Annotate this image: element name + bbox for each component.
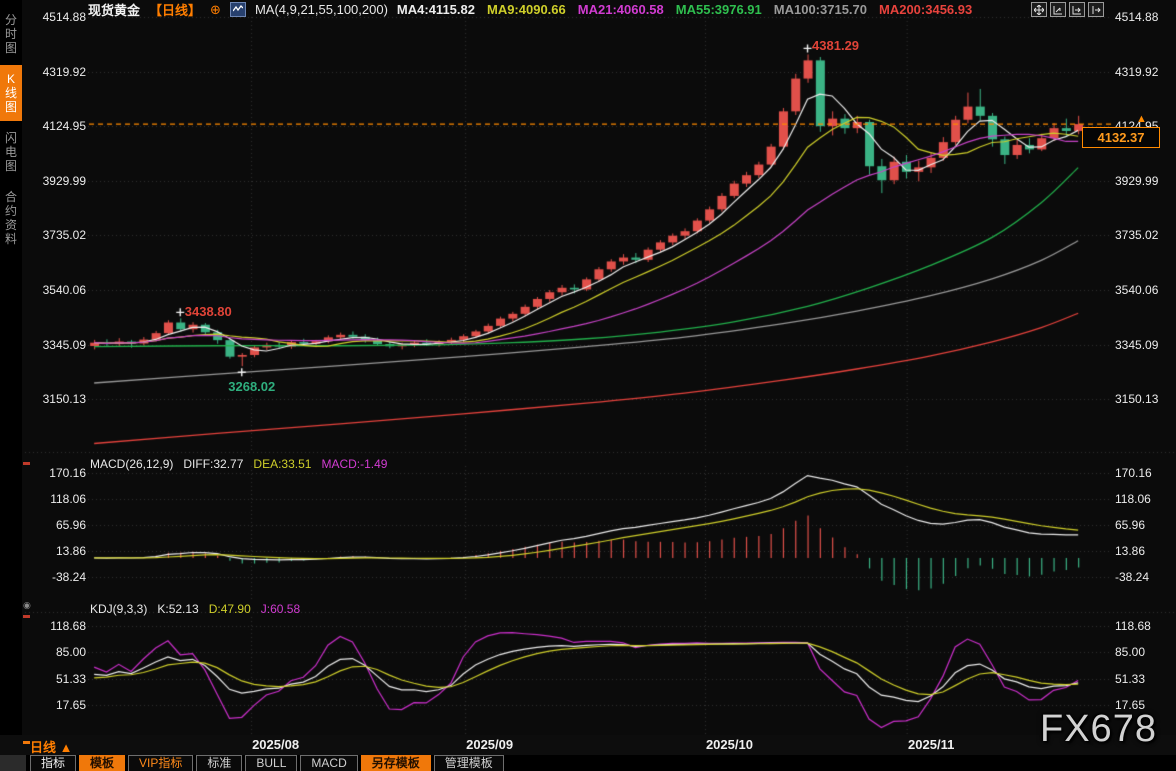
axis-tick-label: 4319.92 [1115, 64, 1159, 79]
axis-tick-label: 3735.02 [42, 228, 86, 243]
axis-tick-label: 118.06 [50, 492, 86, 506]
peak-price-annotation: 4381.29 [812, 38, 860, 54]
watermark: FX678 [1040, 708, 1157, 750]
axis-tick-label: 4319.92 [42, 64, 86, 79]
tab-标准[interactable]: 标准 [196, 754, 243, 771]
axis-tick-label: 65.96 [1115, 518, 1146, 532]
kdj-pane-icon[interactable]: ◉ [23, 600, 31, 610]
ma-values: MA4:4115.82 MA9:4090.66 MA21:4060.58 MA55:3… [397, 2, 972, 17]
chart-header: 现货黄金 【日线】 ⊕ MA(4,9,21,55,100,200) MA4:41… [88, 1, 972, 18]
kdj-j-value: J:60.58 [260, 602, 301, 616]
macd-diff-value: DIFF:32.77 [183, 457, 244, 471]
axis-tick-label: 17.65 [55, 698, 86, 712]
macd-value: MACD:-1.49 [321, 457, 388, 471]
axis-tick-label: 3735.02 [1115, 228, 1159, 243]
toolbar-corner [0, 755, 26, 771]
ma-value-label: MA4:4115.82 [396, 1, 475, 17]
axis-tick-label: 85.00 [1115, 645, 1146, 660]
ma-settings-label: MA(4,9,21,55,100,200) [254, 1, 388, 17]
kdj-title: KDJ(9,3,3) [90, 602, 148, 616]
tab-管理模板[interactable]: 管理模板 [433, 754, 504, 771]
axis-tick-label: 4514.88 [42, 10, 86, 24]
axis-tick-label: 17.65 [1115, 698, 1146, 712]
axis-tick-label: -38.24 [51, 570, 86, 584]
pane-resize-handle[interactable] [23, 615, 30, 618]
tab-VIP指标[interactable]: VIP指标 [128, 754, 194, 771]
axis-scale-icon[interactable] [1050, 2, 1066, 17]
kdj-header: KDJ(9,3,3) K:52.13 D:47.90 J:60.58 [90, 602, 300, 616]
axis-tick-label: 3540.06 [42, 282, 86, 297]
month-label: 2025/11 [908, 737, 955, 752]
axis-tick-label: 170.16 [1115, 466, 1152, 480]
ma-value-label: MA200:3456.93 [879, 1, 973, 17]
axis-tick-label: 3345.09 [42, 337, 86, 352]
tab-模板[interactable]: 模板 [79, 754, 126, 771]
expand-icon[interactable]: ⊕ [210, 1, 221, 17]
axis-tick-label: 4514.88 [1115, 10, 1159, 24]
axis-tick-label: 13.86 [1115, 544, 1146, 558]
axis-tick-label: 3345.09 [1115, 337, 1159, 352]
pane-resize-handle[interactable] [23, 741, 30, 744]
sidebar-item-分时图[interactable]: 分时图 [4, 13, 17, 55]
axis-tick-label: 118.68 [1115, 619, 1151, 633]
axis-tick-label: 51.33 [55, 671, 86, 686]
axis-pan-icon[interactable] [1069, 2, 1085, 17]
period-arrow-icon: ▲ [59, 740, 73, 755]
month-label: 2025/08 [252, 737, 300, 752]
tab-指标[interactable]: 指标 [30, 754, 77, 771]
symbol-title: 现货黄金 [88, 2, 141, 18]
month-label: 2025/09 [466, 737, 514, 752]
macd-header: MACD(26,12,9) DIFF:32.77 DEA:33.51 MACD:… [90, 457, 387, 471]
chart-type-icon[interactable] [229, 1, 246, 17]
current-price-label: 4132.37 [1082, 127, 1160, 148]
month-label: 2025/10 [705, 737, 753, 752]
axis-tick-label: 118.68 [50, 619, 86, 633]
snapshot-icon[interactable] [1088, 2, 1104, 17]
kdj-d-value: D:47.90 [208, 602, 251, 616]
axis-tick-label: -38.24 [1115, 570, 1150, 584]
axis-tick-label: 3929.99 [1115, 173, 1159, 188]
move-tool-icon[interactable] [1031, 2, 1047, 17]
axis-tick-label: 170.16 [49, 466, 86, 480]
axis-tick-label: 85.00 [55, 645, 86, 660]
price-up-arrow-icon: ▲ [1136, 113, 1147, 125]
axis-tick-label: 4124.95 [42, 119, 86, 134]
chart-toolbar [1031, 2, 1104, 17]
axis-tick-label: 3150.13 [1115, 392, 1159, 407]
axis-tick-label: 118.06 [1115, 492, 1151, 506]
period-tag: 【日线】 [149, 2, 202, 18]
period-selector[interactable]: 日线 ▲ [30, 740, 73, 755]
bottom-toolbar: 指标 模板 VIP指标 标准 BULL MACD 另存模板 管理模板 [0, 754, 1176, 771]
swing-low-annotation: 3268.02 [228, 379, 276, 395]
kdj-k-value: K:52.13 [157, 602, 199, 616]
ma-value-label: MA9:4090.66 [486, 1, 566, 17]
macd-title: MACD(26,12,9) [90, 457, 174, 471]
swing-high-annotation: 3438.80 [184, 304, 232, 320]
axis-tick-label: 51.33 [1115, 671, 1146, 686]
axis-tick-label: 65.96 [55, 518, 86, 532]
x-axis-row: 日线 ▲ 2025/08 2025/09 2025/10 2025/11 [0, 735, 1176, 755]
tab-BULL[interactable]: BULL [245, 754, 298, 771]
axis-tick-label: 3929.99 [42, 173, 86, 188]
pane-resize-handle[interactable] [23, 462, 30, 465]
tab-另存模板[interactable]: 另存模板 [360, 754, 431, 771]
axis-tick-label: 13.86 [55, 544, 86, 558]
sidebar-item-闪电图[interactable]: 闪电图 [4, 131, 17, 173]
axis-tick-label: 3150.13 [42, 392, 86, 407]
ma-value-label: MA21:4060.58 [577, 1, 664, 17]
ma-value-label: MA100:3715.70 [773, 1, 867, 17]
axis-tick-label: 3540.06 [1115, 282, 1159, 297]
macd-dea-value: DEA:33.51 [253, 457, 312, 471]
ma-value-label: MA55:3976.91 [675, 1, 762, 17]
tab-MACD[interactable]: MACD [300, 754, 358, 771]
sidebar-item-合约资料[interactable]: 合约资料 [4, 190, 17, 246]
